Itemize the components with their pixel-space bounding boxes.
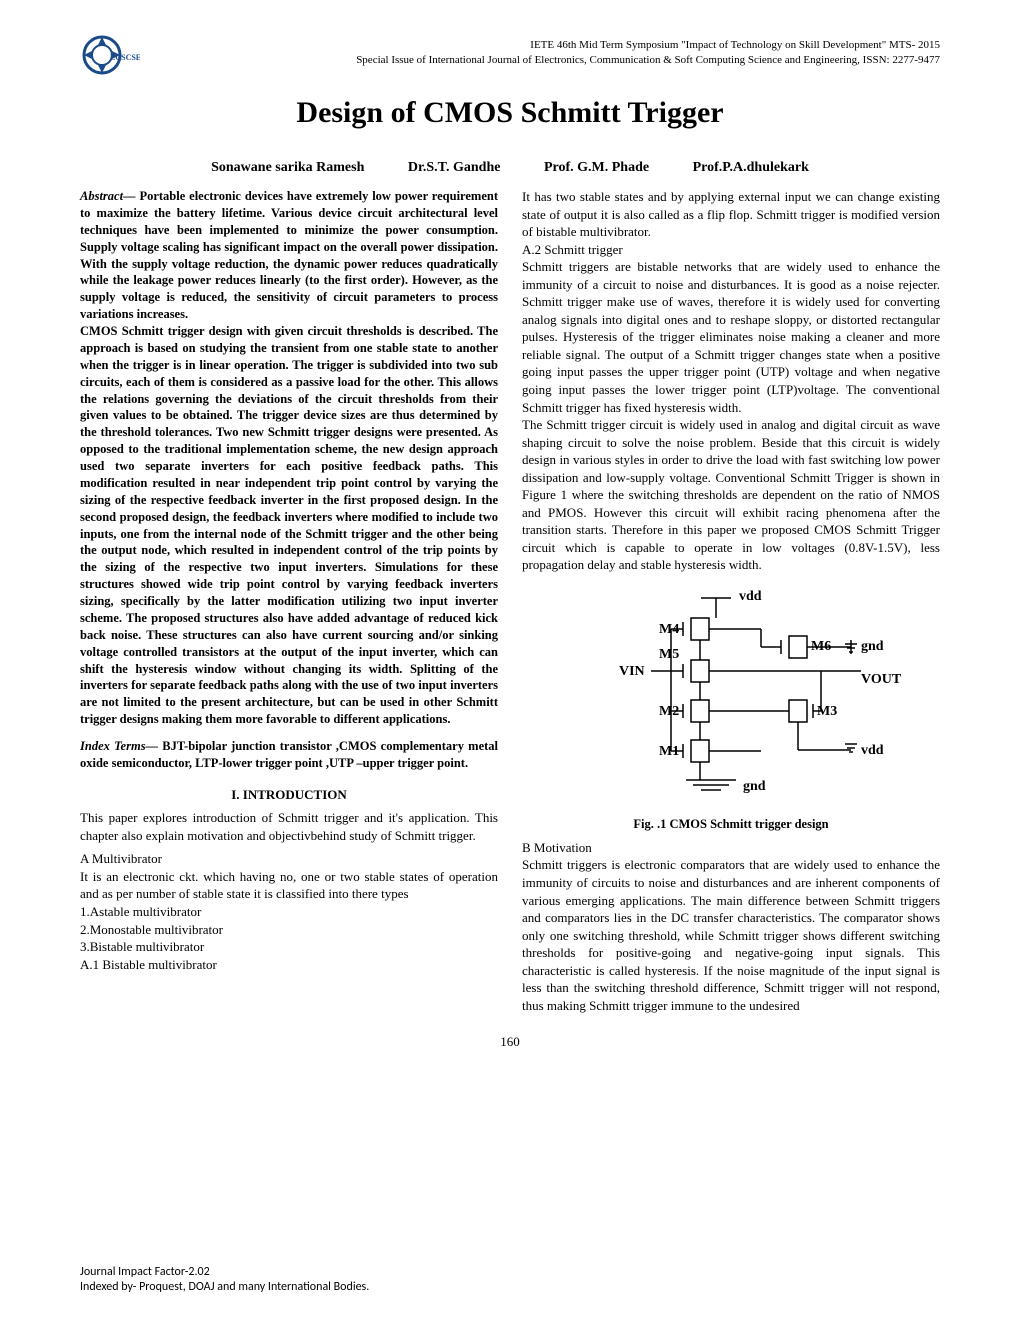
abstract-label: Abstract—	[80, 189, 136, 203]
author-3: Prof. G.M. Phade	[544, 160, 649, 175]
abstract-text-1: Portable electronic devices have extreme…	[80, 189, 498, 321]
svg-text:gnd: gnd	[743, 779, 766, 794]
svg-text:vdd: vdd	[861, 743, 884, 758]
col2-para-1: It has two stable states and by applying…	[522, 188, 940, 241]
svg-text:ECSCSE: ECSCSE	[110, 53, 140, 62]
svg-text:M2: M2	[659, 704, 679, 719]
circuit-diagram: vdd M4 M5 VIN	[561, 580, 901, 810]
footer-line-2: Indexed by- Proquest, DOAJ and many Inte…	[80, 1280, 369, 1296]
svg-text:VIN: VIN	[619, 664, 645, 679]
section-1-heading: I. INTRODUCTION	[80, 786, 498, 804]
author-4: Prof.P.A.dhulekark	[693, 160, 809, 175]
sub-a-multivibrator: A Multivibrator	[80, 850, 498, 868]
two-column-body: Abstract— Portable electronic devices ha…	[80, 188, 940, 1014]
right-column: It has two stable states and by applying…	[522, 188, 940, 1014]
abstract-para-2: CMOS Schmitt trigger design with given c…	[80, 323, 498, 728]
svg-text:M1: M1	[659, 744, 679, 759]
author-1: Sonawane sarika Ramesh	[211, 160, 364, 175]
svg-text:VOUT: VOUT	[861, 672, 901, 687]
author-2: Dr.S.T. Gandhe	[408, 160, 501, 175]
sub-b-motivation: B Motivation	[522, 839, 940, 857]
sub-a1-bistable: A.1 Bistable multivibrator	[80, 956, 498, 974]
header-line-1: IETE 46th Mid Term Symposium "Impact of …	[150, 38, 940, 53]
footer: Journal Impact Factor-2.02 Indexed by- P…	[80, 1265, 369, 1296]
col2-para-3: The Schmitt trigger circuit is widely us…	[522, 416, 940, 574]
list-item-3: 3.Bistable multivibrator	[80, 938, 498, 956]
col2-para-4: Schmitt triggers is electronic comparato…	[522, 856, 940, 1014]
section-1-num: I.	[231, 787, 239, 802]
svg-text:M3: M3	[817, 704, 837, 719]
paper-title: Design of CMOS Schmitt Trigger	[80, 96, 940, 130]
figure-1-caption: Fig. .1 CMOS Schmitt trigger design	[522, 816, 940, 833]
header-text: IETE 46th Mid Term Symposium "Impact of …	[150, 30, 940, 69]
journal-logo-icon: ECSCSE	[80, 30, 140, 80]
svg-text:M4: M4	[659, 622, 679, 637]
page-number: 160	[80, 1034, 940, 1050]
svg-text:vdd: vdd	[739, 589, 762, 604]
header-line-2: Special Issue of International Journal o…	[150, 53, 940, 68]
col2-para-2: Schmitt triggers are bistable networks t…	[522, 258, 940, 416]
intro-para-2: It is an electronic ckt. which having no…	[80, 868, 498, 903]
list-item-1: 1.Astable multivibrator	[80, 903, 498, 921]
abstract-para-1: Abstract— Portable electronic devices ha…	[80, 188, 498, 323]
index-terms-label: Index Terms—	[80, 739, 158, 753]
sub-a2-schmitt: A.2 Schmitt trigger	[522, 241, 940, 259]
index-terms: Index Terms— BJT-bipolar junction transi…	[80, 738, 498, 772]
authors-row: Sonawane sarika Ramesh Dr.S.T. Gandhe Pr…	[80, 160, 940, 176]
left-column: Abstract— Portable electronic devices ha…	[80, 188, 498, 1014]
intro-para-1: This paper explores introduction of Schm…	[80, 809, 498, 844]
list-item-2: 2.Monostable multivibrator	[80, 921, 498, 939]
section-1-name: INTRODUCTION	[243, 787, 347, 802]
header-row: ECSCSE IETE 46th Mid Term Symposium "Imp…	[80, 30, 940, 80]
footer-line-1: Journal Impact Factor-2.02	[80, 1265, 369, 1281]
svg-text:gnd: gnd	[861, 639, 884, 654]
svg-text:M5: M5	[659, 647, 679, 662]
